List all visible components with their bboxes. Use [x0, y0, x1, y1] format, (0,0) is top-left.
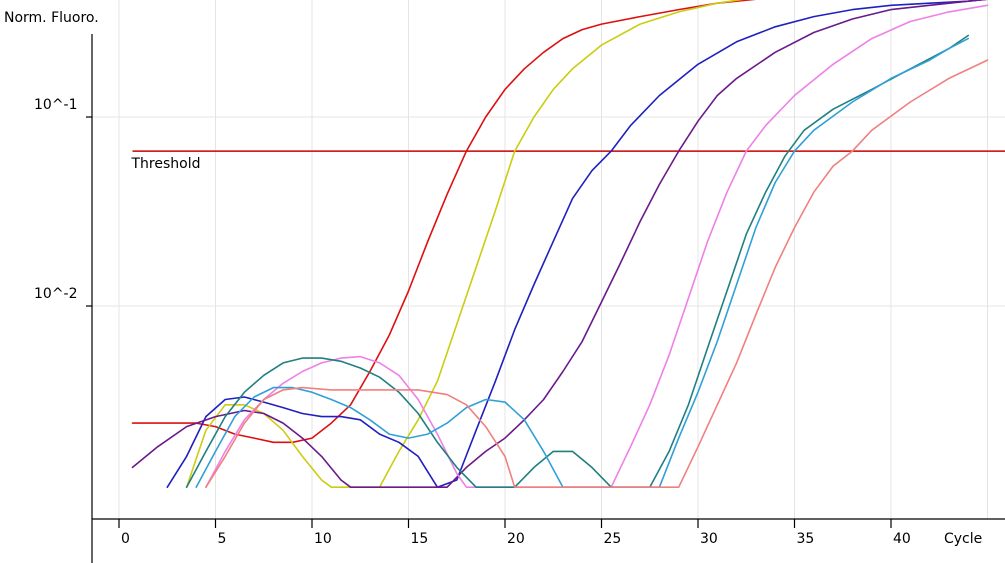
x-tick-label: 0 [121, 531, 130, 547]
x-tick-label: 15 [411, 531, 429, 547]
series-line-3 [166, 0, 988, 488]
series-line-6 [185, 34, 969, 488]
axes [91, 34, 1005, 563]
y-tick-label: 10^-2 [34, 286, 78, 302]
grid-lines [92, 0, 1005, 519]
series-line-4 [131, 0, 988, 488]
x-tick-label: 35 [797, 531, 815, 547]
series-layer [131, 0, 989, 488]
y-tick-label: 10^-1 [34, 97, 78, 113]
tick-labels: 0 5 10 15 20 25 30 35 40 10^-1 10^-2 [34, 97, 911, 547]
series-line-5 [205, 4, 989, 488]
series-line-8 [205, 59, 989, 488]
y-axis-label: Norm. Fluoro. [4, 10, 99, 26]
threshold-label: Threshold [131, 156, 201, 172]
x-tick-label: 40 [893, 531, 911, 547]
x-tick-label: 10 [314, 531, 332, 547]
x-tick-label: 25 [604, 531, 622, 547]
threshold-layer: Threshold [131, 150, 1005, 172]
series-line-2 [185, 0, 744, 488]
x-axis-label: Cycle [944, 531, 982, 547]
series-line-7 [195, 37, 969, 488]
x-tick-label: 20 [507, 531, 525, 547]
series-line-1 [131, 0, 756, 444]
x-tick-label: 5 [218, 531, 227, 547]
x-tick-label: 30 [700, 531, 718, 547]
